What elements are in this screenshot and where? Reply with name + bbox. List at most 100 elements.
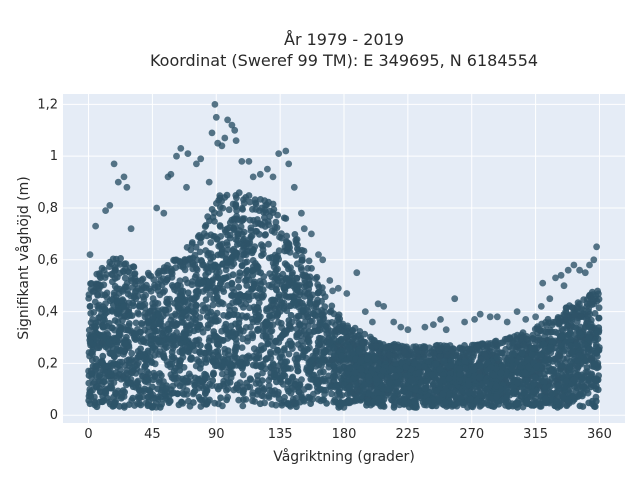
data-point <box>196 248 204 256</box>
data-point <box>300 396 307 404</box>
data-point <box>185 307 193 315</box>
data-point <box>262 231 269 238</box>
data-point <box>239 402 247 410</box>
outlier-point <box>177 145 185 152</box>
data-point <box>229 271 237 279</box>
outlier-point <box>290 183 298 191</box>
data-point <box>275 318 282 326</box>
outlier-point <box>374 300 382 308</box>
y-tick-label: 1 <box>50 149 58 164</box>
data-point <box>592 397 600 405</box>
data-point <box>321 348 329 355</box>
data-point <box>429 402 436 410</box>
data-point <box>129 284 137 291</box>
data-point <box>101 323 108 331</box>
data-point <box>106 339 113 347</box>
data-point <box>540 378 548 385</box>
data-point <box>204 398 212 406</box>
data-point <box>263 318 270 326</box>
data-point <box>159 331 167 339</box>
data-point <box>155 280 162 288</box>
data-point <box>88 370 96 378</box>
data-point <box>168 360 176 368</box>
data-point <box>211 218 218 225</box>
data-point <box>170 332 178 339</box>
data-point <box>567 342 575 350</box>
data-point <box>265 376 273 384</box>
data-point <box>581 341 588 348</box>
data-point <box>112 398 119 405</box>
data-point <box>567 329 574 337</box>
data-point <box>142 291 150 299</box>
data-point <box>87 388 94 395</box>
data-point <box>154 385 161 393</box>
data-point <box>476 362 484 370</box>
data-point <box>278 299 286 306</box>
data-point <box>363 362 371 370</box>
data-point <box>257 269 264 277</box>
data-point <box>411 398 419 406</box>
outlier-point <box>503 318 511 326</box>
data-point <box>168 348 176 356</box>
data-point <box>298 246 306 254</box>
data-point <box>190 399 197 406</box>
data-point <box>294 363 301 371</box>
data-point <box>251 398 259 405</box>
data-point <box>111 317 119 324</box>
data-point <box>207 239 215 246</box>
data-point <box>473 397 481 404</box>
data-point <box>239 371 247 379</box>
data-point <box>283 274 290 282</box>
outlier-point <box>369 318 376 326</box>
data-point <box>192 316 199 323</box>
data-point <box>336 366 344 374</box>
data-point <box>488 402 496 410</box>
data-point <box>231 222 239 230</box>
data-point <box>269 360 277 367</box>
outlier-point <box>127 225 135 233</box>
data-point <box>136 302 144 310</box>
data-point <box>114 361 121 368</box>
data-point <box>328 302 336 310</box>
data-point <box>272 401 280 409</box>
data-point <box>371 355 378 363</box>
data-point <box>245 293 253 301</box>
data-point <box>337 374 345 382</box>
y-axis-label: Signifikant våghöjd (m) <box>15 176 32 339</box>
data-point <box>421 363 428 370</box>
data-point <box>201 370 209 378</box>
data-point <box>249 257 257 264</box>
data-point <box>532 374 539 382</box>
data-point <box>542 319 549 326</box>
data-point <box>190 327 198 335</box>
y-tick-label: 0,4 <box>37 305 58 320</box>
data-point <box>305 328 313 336</box>
outlier-point <box>539 279 547 287</box>
outlier-point <box>315 251 322 258</box>
data-point <box>207 308 215 316</box>
data-point <box>345 376 353 383</box>
data-point <box>484 359 492 367</box>
data-point <box>251 196 259 204</box>
data-point <box>375 395 382 403</box>
data-point <box>555 382 563 389</box>
data-point <box>321 308 328 316</box>
data-point <box>318 284 326 291</box>
data-point <box>194 233 202 241</box>
data-point <box>86 302 94 310</box>
data-point <box>303 364 311 371</box>
data-point <box>285 350 293 358</box>
data-point <box>230 249 238 257</box>
data-point <box>113 297 120 305</box>
data-point <box>92 355 100 363</box>
data-point <box>568 304 576 311</box>
data-point <box>223 225 231 233</box>
outlier-point <box>404 326 412 334</box>
data-point <box>175 401 183 409</box>
data-point <box>235 230 242 238</box>
data-point <box>248 315 256 323</box>
x-axis-ticks: 0 45 90 135 180 225 270 315 360 <box>84 427 611 442</box>
data-point <box>265 221 273 229</box>
data-point <box>227 258 235 265</box>
data-point <box>267 328 275 335</box>
